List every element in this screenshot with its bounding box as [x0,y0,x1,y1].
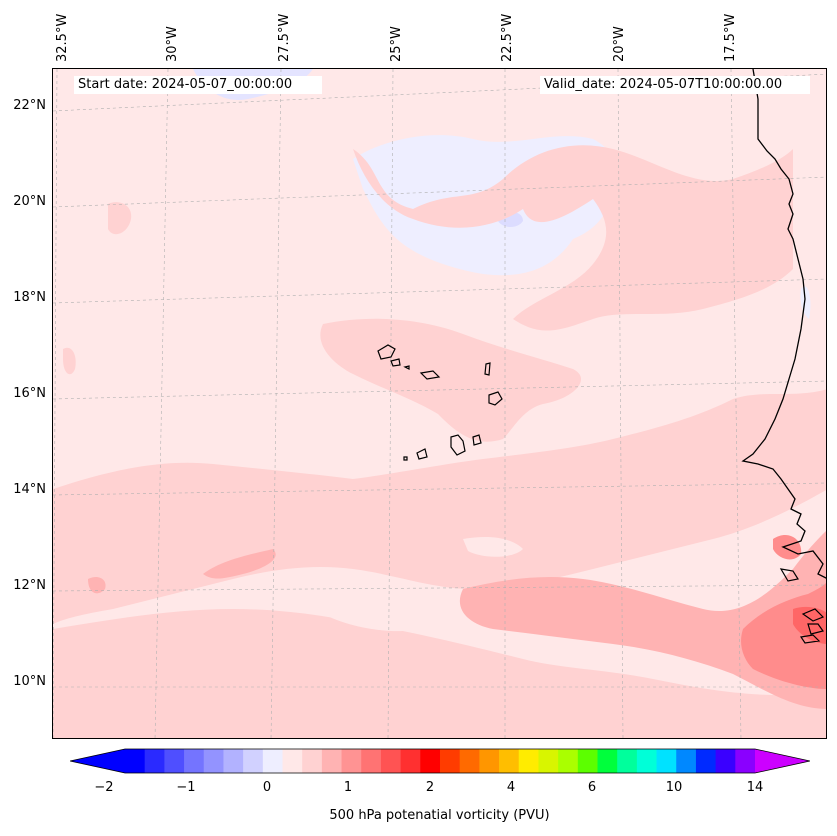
pv-band-lower [53,609,826,738]
lat-label-18n: 18°N [13,290,46,305]
colorbar-tick-2: 0 [262,780,272,795]
pv-contour-map [53,69,826,738]
colorbar-segment [243,749,264,773]
colorbar-segment [144,749,165,773]
colorbar-segment [558,749,579,773]
colorbar-label: 500 hPa potenatial vorticity (PVU) [329,808,550,823]
start-date-label: Start date: 2024-05-07_00:00:00 [74,76,322,94]
colorbar-segment [302,749,323,773]
colorbar-segment [479,749,500,773]
colorbar-segment [282,749,303,773]
colorbar-tick-8: 14 [746,780,764,795]
colorbar-segment [380,749,402,773]
colorbar-tick-6: 6 [587,780,597,795]
colorbar-segment [184,749,205,773]
colorbar-segment [636,749,658,773]
colorbar-segment [361,749,382,773]
colorbar-segment [715,749,736,773]
colorbar-segment [518,749,539,773]
lon-label-4: 22.5°W [500,13,515,62]
colorbar-segment [164,749,185,773]
colorbar-tick-0: −2 [94,780,114,795]
colorbar-segment [203,749,224,773]
lon-label-6: 17.5°W [723,13,738,62]
map-panel [52,68,827,739]
african-coastline [741,69,826,579]
pv-high-east [773,534,802,560]
pv-clearing-1 [323,593,434,632]
lat-label-10n: 10°N [13,674,46,689]
colorbar-outline [70,748,810,774]
colorbar-tick-1: −1 [176,780,196,795]
colorbar-segment [440,749,461,773]
lat-label-16n: 16°N [13,386,46,401]
graticule [53,69,826,738]
colorbar-segment [735,749,756,773]
colorbar-segment [676,749,697,773]
pv-clearing-2 [463,537,523,557]
colorbar-segment [262,749,283,773]
coast-inlet-1 [779,568,799,582]
pv-band-island [320,318,582,442]
pv-high-coast-core [793,606,826,644]
colorbar-segment [617,749,638,773]
pv-band-southeast [459,531,826,709]
colorbar-segment [577,749,598,773]
lon-label-3: 25°W [389,26,404,62]
colorbar-tick-3: 1 [343,780,353,795]
cape-verde-islands [377,344,503,461]
lat-label-22n: 22°N [13,98,46,113]
lon-label-2: 27.5°W [277,13,292,62]
lon-label-1: 30°W [165,26,180,62]
colorbar-segment [597,749,618,773]
pv-low-spot-2 [800,286,811,319]
pv-patch-sw [203,549,276,579]
colorbar-segments [125,749,756,773]
lat-label-14n: 14°N [13,482,46,497]
colorbar-segment [321,749,343,773]
colorbar-segment [459,749,480,773]
colorbar-segment [341,749,362,773]
colorbar-segment [538,749,559,773]
colorbar-segment [499,749,520,773]
coast-islands-bissau [799,608,825,644]
colorbar-tick-4: 2 [425,780,435,795]
colorbar-segment [223,749,244,773]
valid-date-label: Valid_date: 2024-05-07T10:00:00.00 [540,76,810,94]
colorbar-segment [125,749,146,773]
colorbar-tick-7: 10 [665,780,683,795]
pv-patch-left [108,202,132,235]
pv-patch-w [88,577,106,594]
pv-patch-left-2 [63,347,76,375]
lon-label-5: 20°W [612,26,627,62]
colorbar-segment [420,749,441,773]
lat-label-20n: 20°N [13,194,46,209]
colorbar-segment [656,749,677,773]
lon-label-0: 32.5°W [55,13,70,62]
colorbar-over-arrow [755,749,810,773]
colorbar-under-arrow [70,749,125,773]
colorbar-segment [695,749,717,773]
pv-band-upper [353,145,793,331]
colorbar-segment [400,749,421,773]
colorbar [70,748,810,774]
colorbar-tick-5: 4 [506,780,516,795]
lat-label-12n: 12°N [13,578,46,593]
